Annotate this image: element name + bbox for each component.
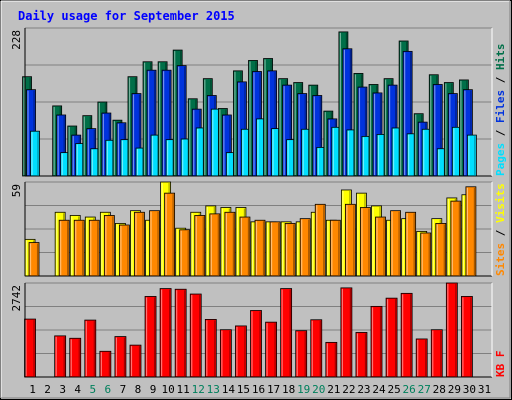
day-label: 6 xyxy=(105,383,112,396)
day-label: 14 xyxy=(222,383,236,396)
axis-max-label: 2742 xyxy=(10,285,23,312)
day-label: 25 xyxy=(387,383,400,396)
day-label: 31 xyxy=(478,383,491,396)
x-axis-day-labels: 1 2 3 4 5 6 7 8 9 10 11 12 13 14 15 16 17 18 19 20 21 22 23 24 2… xyxy=(29,383,491,396)
day-label: 9 xyxy=(150,383,157,396)
day-label: 19 xyxy=(297,383,310,396)
day-label: 13 xyxy=(207,383,220,396)
legend-bot: KB F xyxy=(494,351,507,378)
chart-title: Daily usage for September 2015 xyxy=(18,9,235,23)
day-label: 16 xyxy=(252,383,265,396)
day-label: 18 xyxy=(282,383,295,396)
day-label: 30 xyxy=(463,383,476,396)
legend-item: KB F xyxy=(494,351,507,378)
day-label: 1 xyxy=(29,383,36,396)
day-label: 27 xyxy=(418,383,431,396)
axis-max-label: 59 xyxy=(10,184,23,197)
legend-item: Hits xyxy=(494,44,507,71)
day-label: 3 xyxy=(59,383,66,396)
panel-bot: 2742 KB F xyxy=(10,282,507,378)
axis-max-label: 228 xyxy=(10,30,23,50)
legend-mid: Sites / Visits xyxy=(494,183,507,276)
day-label: 28 xyxy=(433,383,446,396)
day-label: 10 xyxy=(161,383,174,396)
legend-top: Pages / Files / Hits xyxy=(494,44,507,177)
panel-top: 228 Pages / Files / Hits xyxy=(10,27,507,177)
day-label: 26 xyxy=(403,383,416,396)
legend-item: Pages xyxy=(494,143,507,176)
day-label: 23 xyxy=(357,383,370,396)
panel-mid: 59 Sites / Visits xyxy=(10,181,507,277)
day-label: 20 xyxy=(312,383,325,396)
legend-item: Sites xyxy=(494,243,507,276)
legend-item: Visits xyxy=(494,183,507,223)
day-label: 29 xyxy=(448,383,461,396)
day-label: 24 xyxy=(372,383,386,396)
day-label: 4 xyxy=(74,383,81,396)
day-label: 8 xyxy=(135,383,142,396)
day-label: 21 xyxy=(327,383,340,396)
day-label: 11 xyxy=(177,383,190,396)
legend-item: Files xyxy=(494,90,507,123)
day-label: 7 xyxy=(120,383,127,396)
day-label: 5 xyxy=(89,383,96,396)
day-label: 12 xyxy=(192,383,205,396)
day-label: 2 xyxy=(44,383,51,396)
day-label: 22 xyxy=(342,383,355,396)
day-label: 15 xyxy=(237,383,250,396)
day-label: 17 xyxy=(267,383,280,396)
